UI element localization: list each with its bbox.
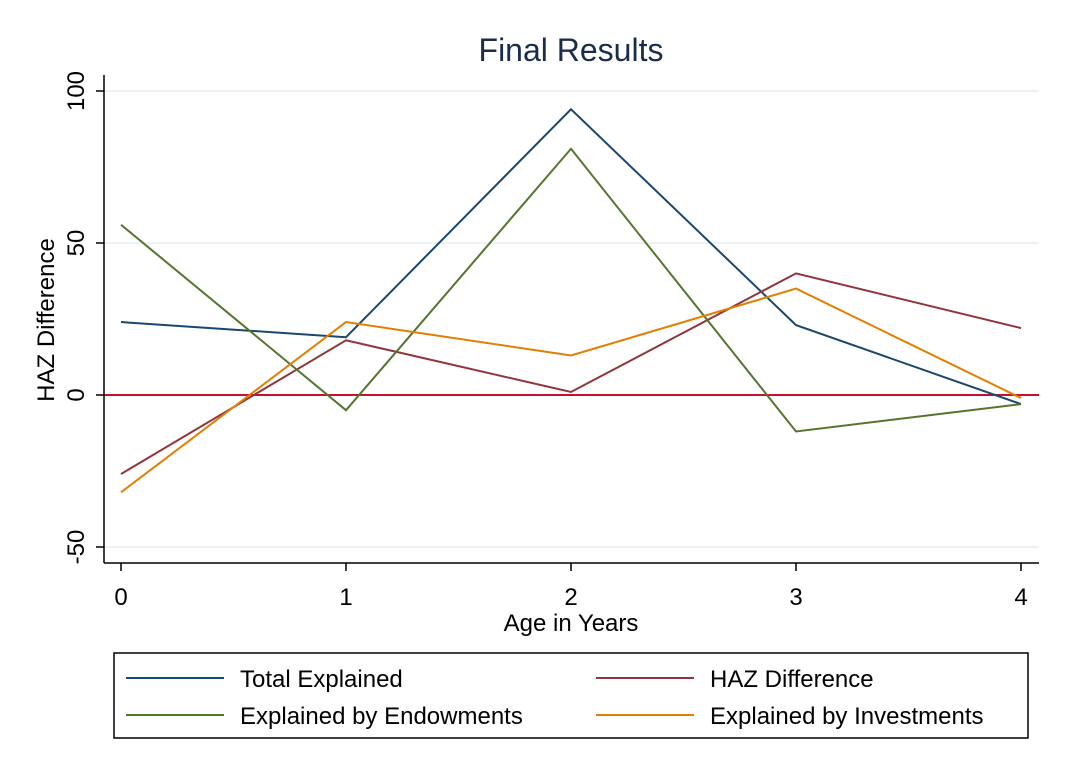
- series-line-2: [120, 272, 1022, 475]
- y-tick-label: 50: [63, 230, 90, 257]
- y-axis-title: HAZ Difference: [33, 238, 60, 402]
- y-tick-label: 100: [63, 71, 90, 111]
- x-axis-title: Age in Years: [504, 610, 639, 637]
- x-tick-label: 4: [1014, 584, 1027, 611]
- y-tick-label: 0: [63, 388, 90, 401]
- x-tick-label: 3: [789, 584, 802, 611]
- legend-label-2: HAZ Difference: [710, 666, 874, 693]
- series-lines: [120, 107, 1022, 494]
- legend-label-3: Explained by Endowments: [240, 703, 523, 730]
- legend-label-1: Total Explained: [240, 666, 403, 693]
- y-tick-label: -50: [63, 530, 90, 565]
- series-line-1: [120, 107, 1022, 406]
- legend-label-4: Explained by Investments: [710, 703, 983, 730]
- x-tick-label: 0: [114, 584, 127, 611]
- x-tick-label: 1: [339, 584, 352, 611]
- tick-labels: -50 0 50 100 0 1 2 3 4: [63, 71, 1028, 611]
- axes: [96, 75, 1039, 571]
- chart-title: Final Results: [479, 32, 664, 68]
- legend-box: [113, 652, 1029, 739]
- series-line-4: [120, 287, 1022, 494]
- series-line-3: [120, 147, 1022, 433]
- legend: Total Explained HAZ Difference Explained b…: [113, 652, 1029, 739]
- x-tick-label: 2: [564, 584, 577, 611]
